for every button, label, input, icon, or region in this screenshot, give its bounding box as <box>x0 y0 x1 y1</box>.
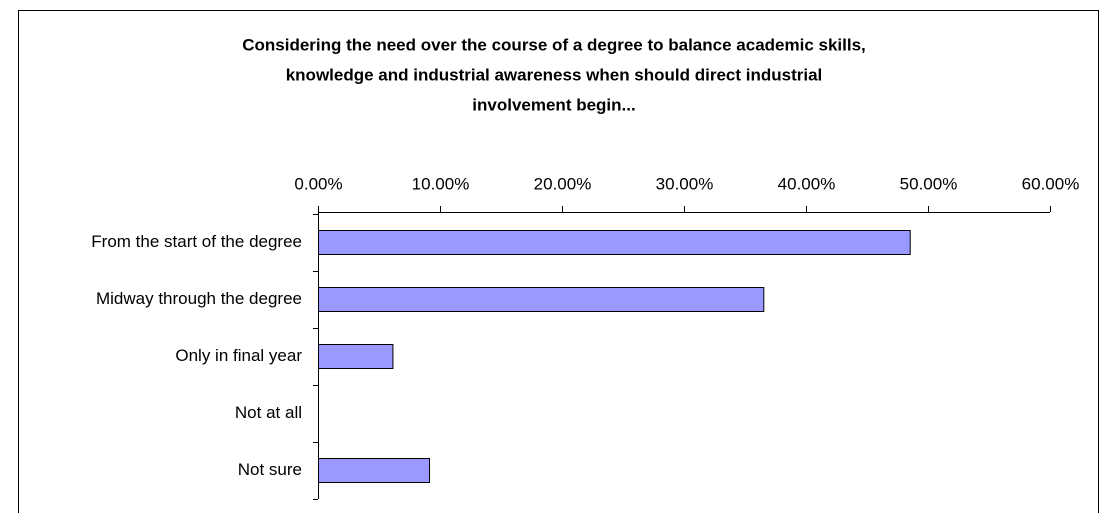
x-tick-label: 50.00% <box>900 174 958 193</box>
x-tick-label: 0.00% <box>294 174 342 193</box>
bar <box>318 458 431 483</box>
chart-title: Considering the need over the course of … <box>242 35 866 54</box>
bar <box>318 230 911 255</box>
bar <box>318 344 394 369</box>
x-tick-label: 40.00% <box>778 174 836 193</box>
x-tick-label: 20.00% <box>534 174 592 193</box>
chart-title: knowledge and industrial awareness when … <box>286 65 823 84</box>
y-tick-label: Not at all <box>235 403 302 422</box>
y-tick-label: Only in final year <box>175 346 302 365</box>
y-tick-label: Not sure <box>238 460 302 479</box>
x-tick-label: 10.00% <box>412 174 470 193</box>
x-tick-label: 30.00% <box>656 174 714 193</box>
y-tick-label: Midway through the degree <box>96 289 302 308</box>
x-tick-label: 60.00% <box>1022 174 1080 193</box>
chart-title: involvement begin... <box>472 95 635 114</box>
chart-frame <box>18 10 1099 513</box>
y-tick-label: From the start of the degree <box>91 232 302 251</box>
bar <box>318 287 765 312</box>
